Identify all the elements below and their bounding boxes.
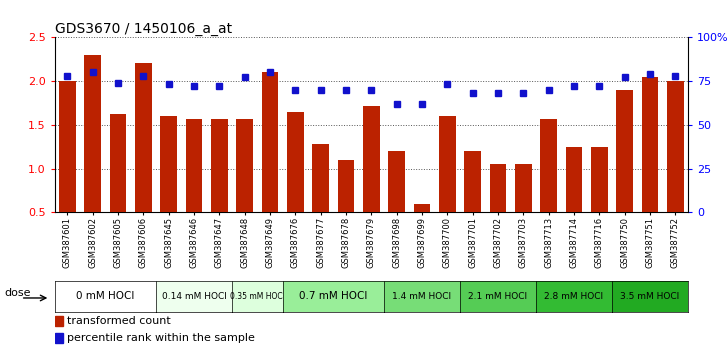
Text: 1.4 mM HOCl: 1.4 mM HOCl [392, 292, 451, 301]
Bar [211, 119, 228, 212]
Bar [540, 119, 557, 212]
Bar [515, 164, 531, 212]
Bar [439, 116, 456, 212]
Bar [84, 55, 101, 212]
Text: transformed count: transformed count [67, 316, 171, 326]
Bar [641, 76, 658, 212]
Text: percentile rank within the sample: percentile rank within the sample [67, 333, 255, 343]
Text: 0.7 mM HOCl: 0.7 mM HOCl [299, 291, 368, 302]
Bar [237, 119, 253, 212]
Bar [566, 147, 582, 212]
Bar [110, 114, 126, 212]
Text: 2.8 mM HOCl: 2.8 mM HOCl [545, 292, 604, 301]
Text: 0.14 mM HOCl: 0.14 mM HOCl [162, 292, 226, 301]
Text: 3.5 mM HOCl: 3.5 mM HOCl [620, 292, 679, 301]
Bar [186, 119, 202, 212]
Bar [55, 316, 63, 326]
Bar [338, 160, 355, 212]
Text: 0 mM HOCl: 0 mM HOCl [76, 291, 135, 302]
Text: 0.35 mM HOCl: 0.35 mM HOCl [230, 292, 285, 301]
Bar [135, 63, 151, 212]
Bar [261, 72, 278, 212]
Bar [591, 147, 608, 212]
Bar [363, 105, 379, 212]
Text: 2.1 mM HOCl: 2.1 mM HOCl [468, 292, 528, 301]
Text: GDS3670 / 1450106_a_at: GDS3670 / 1450106_a_at [55, 22, 232, 36]
Bar [287, 112, 304, 212]
Bar [667, 81, 684, 212]
Bar [464, 151, 481, 212]
Bar [160, 116, 177, 212]
Bar [490, 164, 506, 212]
Bar [617, 90, 633, 212]
Bar [414, 204, 430, 212]
Bar [55, 333, 63, 343]
Bar [388, 151, 405, 212]
Bar [312, 144, 329, 212]
Text: dose: dose [4, 288, 31, 298]
Bar [59, 81, 76, 212]
